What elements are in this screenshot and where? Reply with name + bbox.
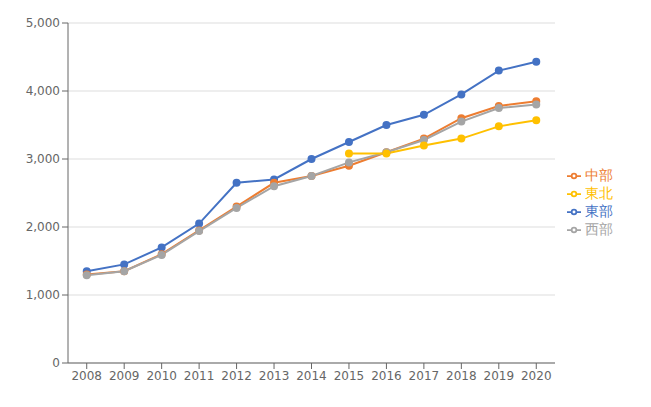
svg-text:1,000: 1,000	[26, 288, 60, 302]
svg-text:2015: 2015	[334, 369, 365, 383]
html-text:東部: 東部	[585, 203, 613, 219]
svg-text:2018: 2018	[446, 369, 477, 383]
svg-text:2012: 2012	[221, 369, 252, 383]
svg-text:0: 0	[52, 356, 60, 370]
svg-text:2016: 2016	[371, 369, 402, 383]
svg-text:2008: 2008	[71, 369, 102, 383]
svg-text:2019: 2019	[484, 369, 515, 383]
html-text:中部: 中部	[585, 167, 613, 183]
svg-text:4,000: 4,000	[26, 84, 60, 98]
svg-text:5,000: 5,000	[26, 16, 60, 30]
svg-text:2013: 2013	[259, 369, 290, 383]
svg-text:2020: 2020	[521, 369, 552, 383]
svg-text:3,000: 3,000	[26, 152, 60, 166]
svg-text:2014: 2014	[296, 369, 327, 383]
html-text:東北: 東北	[585, 185, 613, 201]
svg-text:2010: 2010	[146, 369, 177, 383]
svg-text:2009: 2009	[109, 369, 140, 383]
html-text:西部: 西部	[585, 221, 613, 237]
svg-text:2,000: 2,000	[26, 220, 60, 234]
svg-text:2017: 2017	[409, 369, 440, 383]
svg-text:2011: 2011	[184, 369, 215, 383]
